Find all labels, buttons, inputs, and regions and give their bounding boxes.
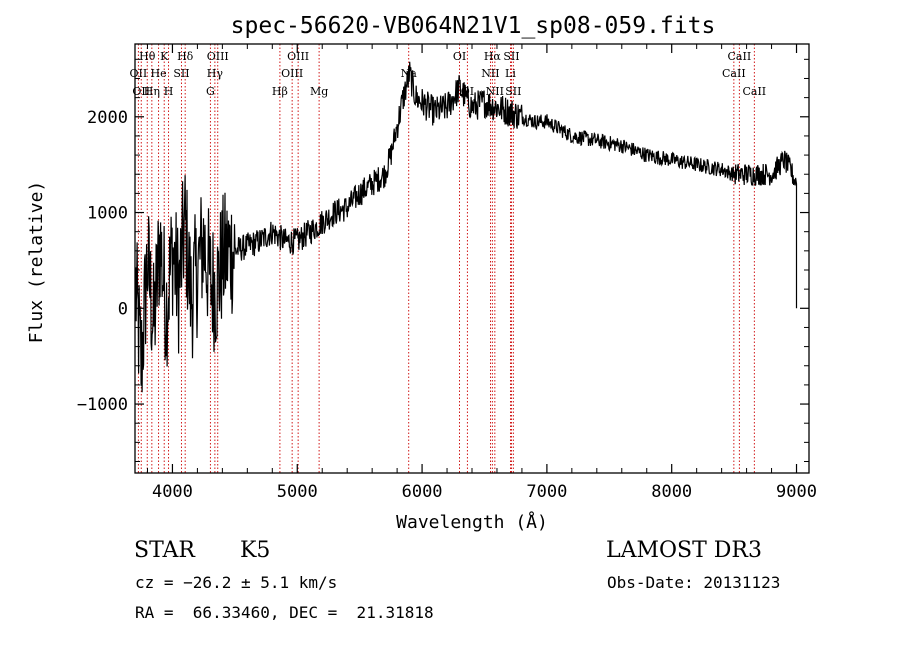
x-tick-label: 6000: [402, 482, 443, 502]
chart-title: spec-56620-VB064N21V1_sp08-059.fits: [231, 13, 716, 39]
line-marker-label: Hα: [484, 50, 502, 63]
object-class: STAR: [134, 538, 195, 563]
y-axis: −1000 0 1000 2000: [77, 58, 809, 463]
line-marker-label: Hγ: [207, 67, 224, 80]
y-axis-label: Flux (relative): [26, 181, 47, 344]
line-marker-label: OI: [453, 50, 466, 63]
line-marker-label: Mg: [310, 85, 328, 98]
line-marker-label: SII: [503, 50, 519, 63]
line-marker-label: OII: [130, 67, 148, 80]
line-marker-label: SII: [173, 67, 189, 80]
line-marker-label: OIII: [281, 67, 303, 80]
coordinates-readout: RA = 66.33460, DEC = 21.31818: [135, 603, 434, 622]
line-marker-label: Hδ: [177, 50, 194, 63]
line-marker-label: Li: [505, 67, 516, 80]
x-axis-label: Wavelength (Å): [396, 511, 548, 533]
line-marker-label: CaII: [722, 67, 746, 80]
line-marker-label: H: [164, 85, 174, 98]
line-marker-label: NII: [481, 67, 499, 80]
x-tick-label: 4000: [152, 482, 193, 502]
flux-series-line: [135, 61, 798, 393]
x-axis: 4000 5000 6000 7000 8000 9000: [146, 44, 817, 502]
line-marker-label: K: [160, 50, 169, 63]
x-tick-label: 9000: [776, 482, 817, 502]
x-tick-label: 5000: [277, 482, 318, 502]
observation-date: Obs-Date: 20131123: [607, 573, 781, 592]
line-marker-label: Hθ: [139, 50, 156, 63]
redshift-readout: cz = −26.2 ± 5.1 km/s: [135, 573, 338, 592]
line-marker-label: CaII: [742, 85, 766, 98]
line-marker-label: Hη: [144, 85, 160, 98]
y-tick-label: 1000: [87, 204, 128, 224]
y-tick-label: −1000: [77, 395, 128, 415]
survey-name: LAMOST DR3: [606, 538, 762, 563]
line-marker-label: NII: [486, 85, 504, 98]
object-subclass: K5: [240, 538, 271, 563]
line-marker-label: OIII: [287, 50, 309, 63]
line-marker-labels: OIIOIIHθHηHeKHSIIHδGHγOIIIHβOIIIOIIIMgNa…: [130, 50, 767, 98]
x-tick-label: 8000: [651, 482, 692, 502]
y-tick-label: 2000: [87, 108, 128, 128]
y-tick-label: 0: [118, 299, 128, 319]
line-marker-label: CaII: [728, 50, 752, 63]
line-marker-label: Hβ: [272, 85, 288, 98]
line-marker-label: SII: [505, 85, 521, 98]
line-marker-label: G: [206, 85, 215, 98]
line-marker-label: OIII: [207, 50, 229, 63]
line-marker-label: He: [151, 67, 167, 80]
line-marker-label: OII: [132, 85, 150, 98]
x-tick-label: 7000: [526, 482, 567, 502]
